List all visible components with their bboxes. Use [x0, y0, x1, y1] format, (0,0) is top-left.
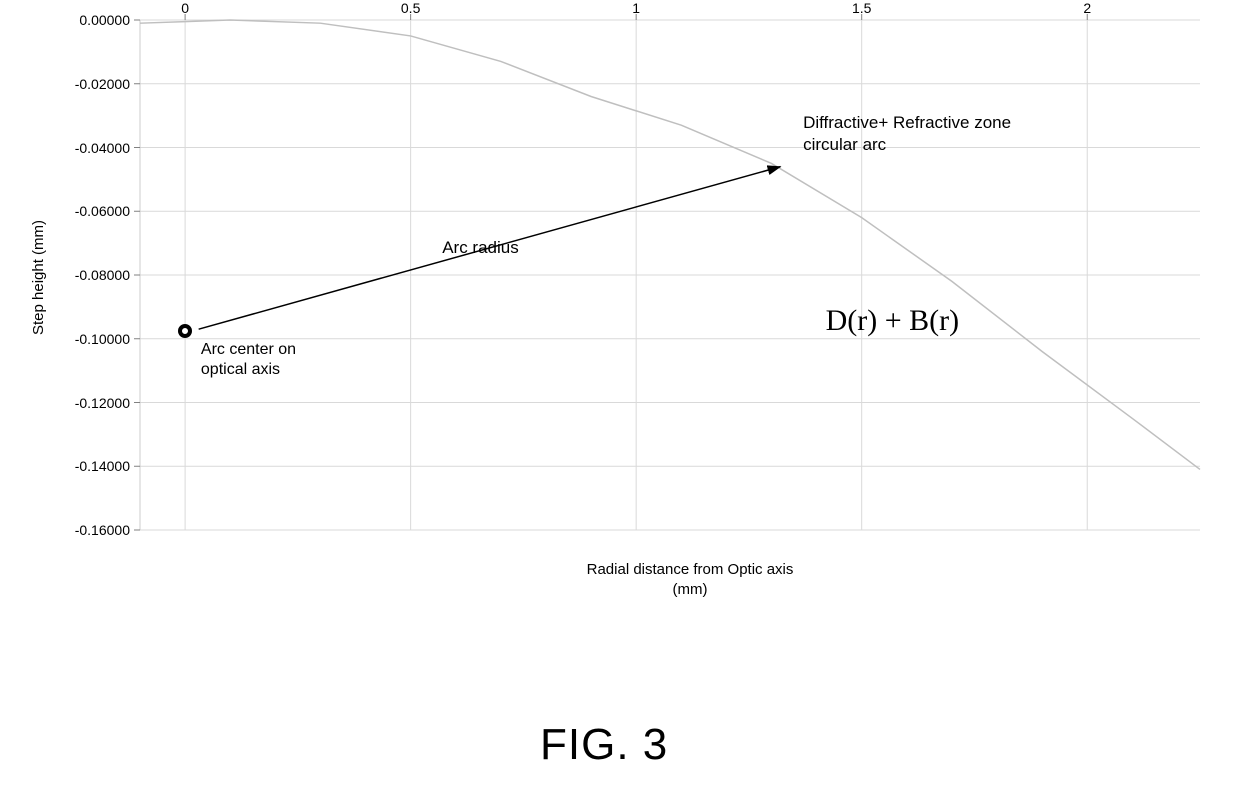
y-tick-label: -0.12000 [75, 395, 130, 411]
plot-area [140, 20, 1200, 530]
annotation-zone-label: Diffractive+ Refractive zonecircular arc [803, 112, 1011, 155]
x-axis-title: Radial distance from Optic axis(mm) [560, 560, 820, 599]
x-tick-label: 0.5 [401, 0, 420, 16]
y-axis-title: Step height (mm) [30, 220, 47, 335]
y-tick-label: -0.04000 [75, 140, 130, 156]
y-tick-label: -0.08000 [75, 267, 130, 283]
y-tick-label: -0.14000 [75, 458, 130, 474]
x-tick-label: 1 [632, 0, 640, 16]
y-tick-label: -0.02000 [75, 76, 130, 92]
figure-caption: FIG. 3 [540, 720, 668, 770]
y-tick-label: 0.00000 [79, 12, 130, 28]
annotation-arc-radius: Arc radius [442, 237, 519, 258]
x-tick-label: 1.5 [852, 0, 871, 16]
y-tick-label: -0.10000 [75, 331, 130, 347]
figure-3: Step height (mm) Radial distance from Op… [0, 0, 1240, 801]
annotation-formula: D(r) + B(r) [826, 304, 960, 338]
y-tick-label: -0.06000 [75, 203, 130, 219]
x-tick-label: 0 [181, 0, 189, 16]
arc-center-marker [178, 324, 192, 338]
x-tick-label: 2 [1083, 0, 1091, 16]
annotation-arc-center: Arc center onoptical axis [201, 340, 296, 380]
y-tick-label: -0.16000 [75, 522, 130, 538]
